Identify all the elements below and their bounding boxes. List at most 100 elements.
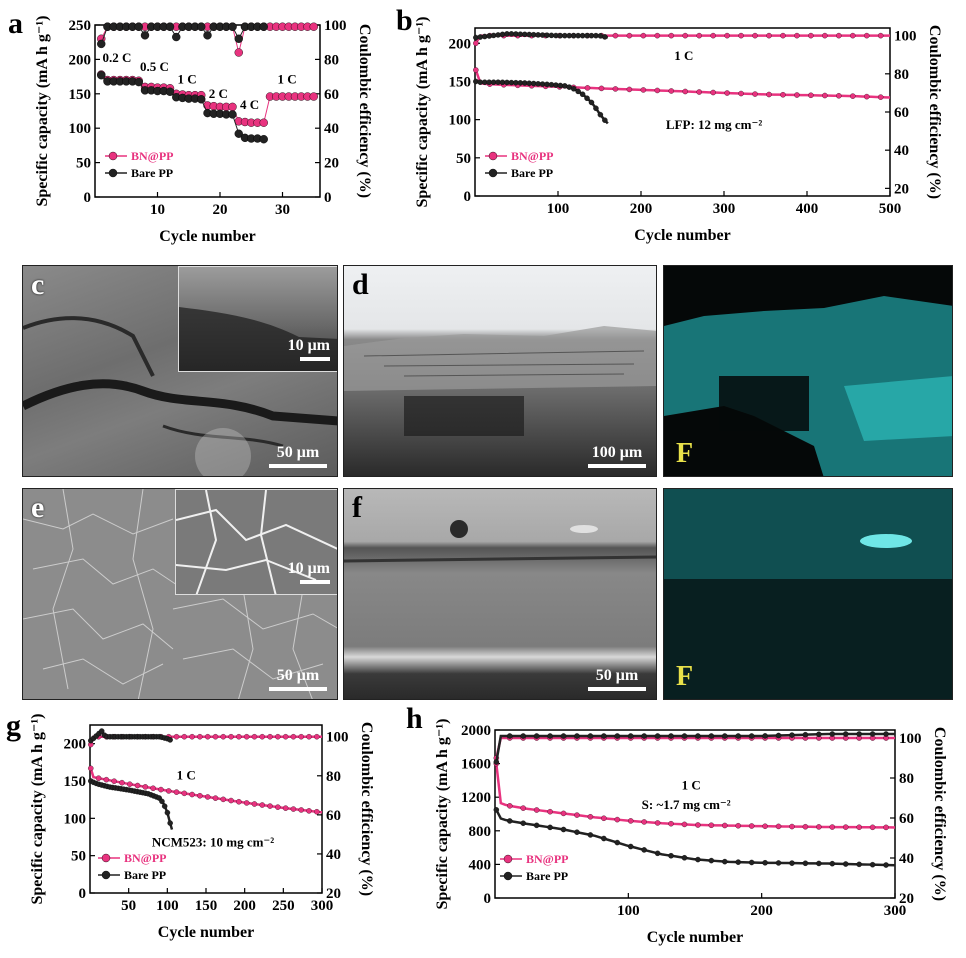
y2-tick-label: 60	[324, 87, 339, 103]
legend-marker	[503, 854, 513, 864]
data-point	[159, 798, 165, 805]
legend-marker	[108, 168, 118, 178]
y2-tick-label: 60	[326, 808, 341, 824]
legend-label: BN@PP	[131, 149, 174, 163]
data-point	[668, 852, 674, 859]
data-point	[574, 812, 580, 818]
panel-letter: a	[8, 7, 23, 40]
element-label-d: F	[676, 438, 694, 469]
data-point	[220, 733, 227, 740]
data-point	[710, 32, 716, 39]
data-point	[282, 805, 289, 811]
data-point	[597, 111, 604, 118]
data-point	[259, 118, 268, 127]
y2-tick-label: 80	[894, 67, 909, 83]
data-point	[668, 733, 674, 739]
data-point	[165, 22, 175, 31]
data-point	[856, 861, 862, 868]
y2-tick-label: 40	[894, 143, 909, 159]
data-point	[493, 759, 500, 765]
data-point	[856, 731, 862, 737]
data-point	[614, 733, 621, 739]
data-point	[724, 90, 730, 96]
data-point	[681, 733, 688, 739]
data-point	[654, 87, 661, 94]
annotation: LFP: 12 mg cm⁻²	[666, 117, 762, 132]
data-point	[587, 814, 594, 820]
annotation: NCM523: 10 mg cm⁻²	[152, 835, 274, 850]
data-point	[626, 86, 633, 93]
data-point	[601, 733, 607, 739]
chart-panel-h: h 100 200 300 0 400 800 1200 1600 2000 20 40 60 80 100…	[406, 702, 948, 946]
x-tick-label: 400	[796, 201, 819, 217]
data-point	[158, 786, 164, 793]
data-point	[97, 71, 106, 80]
y-tick-label: 150	[69, 87, 92, 103]
annotation: 0.5 C	[140, 59, 169, 74]
data-point	[236, 799, 242, 805]
panel-letter-d: d	[352, 268, 369, 301]
data-point	[189, 733, 195, 740]
panel-letter-f: f	[352, 491, 362, 524]
data-point	[829, 860, 836, 867]
data-point	[816, 860, 822, 867]
sem-image-c: 10 μm c 50 μm	[22, 265, 338, 477]
data-point	[598, 85, 605, 92]
panel-letter: h	[406, 702, 423, 735]
panel-letter-e: e	[31, 491, 45, 524]
data-point	[134, 77, 143, 87]
data-point	[189, 791, 195, 798]
data-point	[883, 824, 889, 831]
data-point	[829, 731, 836, 737]
y-tick-label: 50	[456, 151, 471, 167]
data-point	[710, 89, 716, 96]
data-point	[228, 102, 237, 112]
data-point	[794, 32, 800, 39]
data-point	[570, 86, 577, 92]
data-point	[612, 32, 619, 39]
data-point	[181, 790, 188, 797]
data-point	[752, 32, 758, 39]
data-point	[612, 86, 619, 92]
x-tick-label: 100	[617, 903, 640, 919]
y-axis-label: Specific capacity (mA h g⁻¹)	[434, 719, 451, 910]
annotation: 2 C	[209, 86, 228, 101]
data-point	[850, 93, 856, 99]
data-point	[668, 88, 675, 94]
data-point	[236, 733, 242, 740]
data-point	[842, 861, 849, 867]
data-point	[560, 826, 567, 833]
data-point	[290, 806, 297, 812]
data-point	[584, 85, 591, 91]
data-point	[243, 800, 250, 806]
data-point	[822, 92, 828, 99]
data-point	[738, 32, 744, 39]
y-tick-label: 0	[84, 190, 92, 206]
y-axis-label: Specific capacity (mA h g⁻¹)	[29, 714, 46, 905]
data-point	[836, 32, 842, 39]
x-tick-label: 250	[272, 898, 295, 914]
y2-tick-label: 40	[326, 847, 341, 863]
inset-mesh	[176, 490, 337, 594]
y2-tick-label: 80	[326, 769, 341, 785]
y2-tick-label: 100	[899, 731, 922, 747]
eds-map-f: F	[663, 488, 953, 700]
y-tick-label: 250	[69, 18, 92, 34]
data-point	[533, 733, 540, 739]
panel-letter-c: c	[31, 268, 45, 301]
data-point	[197, 95, 206, 104]
y2-tick-label: 20	[326, 886, 341, 902]
mesh-pattern	[23, 489, 337, 699]
legend-marker	[503, 871, 513, 881]
x-tick-label: 150	[195, 898, 218, 914]
y-tick-label: 1200	[461, 790, 491, 806]
y2-tick-label: 20	[899, 891, 914, 907]
data-point	[668, 820, 674, 827]
scalebar-e: 50 μm	[269, 667, 327, 691]
data-point	[748, 859, 755, 866]
series-bn-pp-ce	[493, 735, 895, 761]
data-point	[282, 733, 289, 740]
data-point	[722, 858, 728, 865]
y2-tick-label: 100	[324, 18, 347, 34]
series-line	[495, 763, 896, 829]
